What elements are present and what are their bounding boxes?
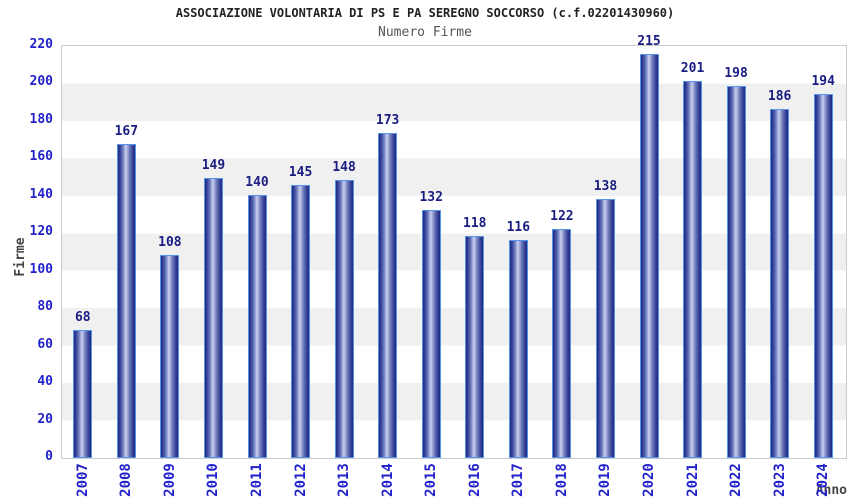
- bar-2015: [421, 209, 441, 458]
- bar-value-label: 145: [288, 165, 313, 181]
- bar-value-label: 201: [680, 60, 705, 76]
- bar-2021: [683, 80, 703, 458]
- x-tick-label: 2021: [684, 463, 701, 497]
- x-tick-label: 2024: [815, 463, 832, 497]
- bar-value-label: 118: [463, 216, 487, 232]
- x-tick-label: 2011: [249, 463, 265, 497]
- y-tick-label: 20: [37, 411, 53, 427]
- y-tick-label: 220: [29, 37, 53, 52]
- bar-2018: [552, 228, 572, 458]
- y-tick-label: 80: [37, 299, 53, 315]
- bar-2012: [291, 185, 311, 458]
- plot-area: [61, 45, 847, 459]
- bar-value-label: 173: [375, 113, 400, 129]
- bar-2019: [595, 198, 615, 458]
- y-tick-label: 40: [37, 374, 53, 390]
- bar-value-label: 198: [724, 66, 748, 82]
- bar-value-label: 116: [506, 219, 531, 235]
- bar-value-label: 167: [114, 124, 139, 140]
- x-tick-label: 2020: [641, 463, 657, 497]
- bar-value-label: 149: [201, 157, 226, 173]
- bar-value-label: 194: [811, 73, 835, 89]
- bar-2009: [160, 254, 180, 458]
- bar-2016: [465, 236, 485, 458]
- x-tick-label: 2013: [336, 463, 353, 497]
- bar-2011: [247, 194, 267, 458]
- bar-value-label: 68: [74, 309, 91, 325]
- bar-2023: [770, 108, 790, 458]
- x-tick-label: 2019: [597, 463, 614, 497]
- x-tick-label: 2010: [205, 463, 222, 497]
- x-tick-label: 2008: [118, 463, 135, 497]
- bar-value-label: 108: [158, 234, 182, 250]
- x-tick-label: 2007: [74, 463, 91, 497]
- x-tick-label: 2022: [728, 463, 745, 497]
- x-tick-label: 2017: [510, 463, 527, 497]
- x-tick-label: 2015: [423, 463, 440, 497]
- bar-2022: [726, 86, 746, 458]
- bar-2020: [639, 54, 659, 458]
- y-tick-label: 200: [29, 74, 53, 90]
- bar-value-label: 132: [419, 189, 443, 205]
- y-tick-label: 140: [29, 186, 53, 202]
- bar-value-label: 148: [332, 159, 356, 175]
- bar-value-label: 186: [767, 88, 792, 104]
- chart-title: ASSOCIAZIONE VOLONTARIA DI PS E PA SEREG…: [175, 6, 675, 20]
- bar-2013: [334, 179, 354, 458]
- bar-2007: [73, 329, 93, 458]
- x-tick-label: 2009: [161, 463, 178, 497]
- x-axis-title: Anno: [815, 483, 847, 498]
- x-tick-label: 2016: [466, 463, 483, 497]
- bar-2014: [378, 133, 398, 458]
- y-tick-label: 120: [29, 224, 53, 240]
- y-tick-label: 160: [29, 149, 53, 165]
- x-tick-label: 2018: [553, 463, 570, 497]
- chart-subtitle: Numero Firme: [378, 25, 472, 40]
- y-tick-label: 180: [29, 111, 53, 127]
- bar-2024: [813, 93, 833, 458]
- bar-2008: [116, 144, 136, 458]
- bar-value-label: 140: [245, 174, 269, 190]
- x-tick-label: 2012: [292, 463, 309, 497]
- bar-value-label: 138: [593, 178, 618, 194]
- x-tick-label: 2023: [771, 463, 788, 497]
- bar-value-label: 215: [637, 34, 661, 50]
- bar-2010: [203, 177, 223, 458]
- y-tick-label: 0: [45, 449, 53, 464]
- y-tick-label: 60: [37, 336, 53, 352]
- x-tick-label: 2014: [379, 463, 396, 497]
- bar-value-label: 122: [550, 208, 574, 224]
- bar-2017: [508, 239, 528, 458]
- y-tick-label: 100: [29, 261, 53, 277]
